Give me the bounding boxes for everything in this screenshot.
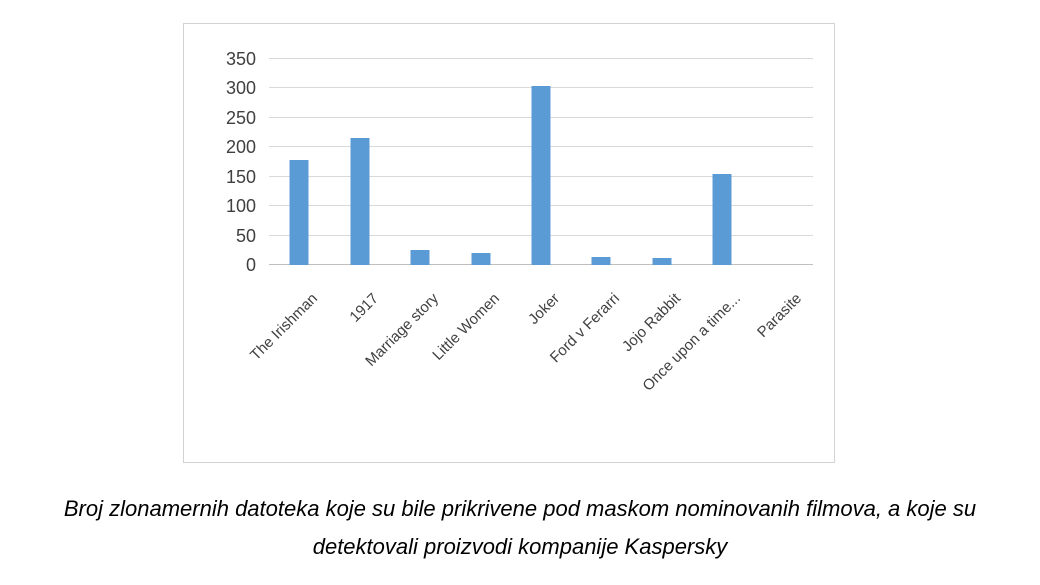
- y-axis-tick-label: 250: [225, 107, 256, 128]
- y-axis-tick-label: 0: [245, 255, 256, 275]
- caption-line-2: detektovali proizvodi kompanije Kaspersk…: [312, 534, 728, 559]
- y-axis-tick-label: 150: [225, 166, 256, 187]
- bar-once-upon-a-time: [712, 173, 732, 265]
- y-axis-tick-label: 100: [225, 196, 256, 217]
- figure-caption: Broj zlonamernih datoteka koje su bile p…: [0, 490, 1040, 566]
- y-axis-tick-label: 50: [235, 225, 256, 246]
- bar-jojo-rabbit: [652, 257, 672, 265]
- y-axis-labels: 0 50 100 150 200 250 300 350: [184, 49, 256, 275]
- y-axis-tick-label: 200: [225, 137, 256, 158]
- bar-marriage-story: [410, 249, 430, 265]
- gridline: [269, 58, 813, 59]
- plot-area: [269, 58, 813, 265]
- bar-little-women: [471, 252, 491, 265]
- y-axis-tick-label: 350: [225, 49, 256, 69]
- bar-joker: [531, 86, 551, 265]
- y-axis-tick-label: 300: [225, 78, 256, 99]
- bar-1917: [350, 138, 370, 265]
- chart-box: 0 50 100 150 200 250 300 350 The Irishman 1917 Ma…: [183, 23, 835, 463]
- bar-the-irishman: [289, 159, 309, 265]
- caption-line-1: Broj zlonamernih datoteka koje su bile p…: [63, 496, 977, 521]
- bar-ford-v-ferarri: [591, 257, 611, 265]
